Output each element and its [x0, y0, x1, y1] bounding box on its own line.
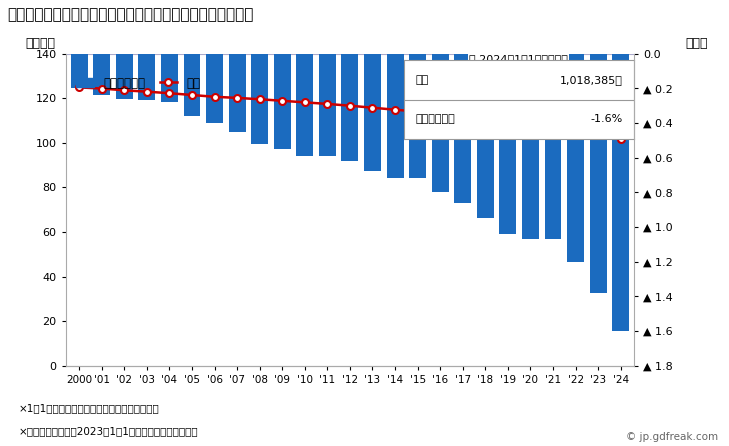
Bar	[252, 54, 268, 144]
Bar	[432, 54, 448, 192]
Bar	[364, 54, 381, 171]
Text: 【 2024年1月1日時点　】: 【 2024年1月1日時点 】	[469, 54, 568, 65]
Bar	[139, 54, 155, 100]
Text: 山形県の人口の推移　（住民基本台帳ベース、日本人住民）: 山形県の人口の推移 （住民基本台帳ベース、日本人住民）	[7, 7, 254, 22]
Bar	[71, 54, 87, 88]
Bar	[206, 54, 223, 123]
Bar	[274, 54, 291, 149]
Bar	[499, 54, 516, 234]
Bar	[545, 54, 561, 239]
Bar	[116, 54, 133, 99]
Bar	[341, 54, 359, 161]
Bar	[93, 54, 110, 95]
Bar	[522, 54, 539, 239]
Text: © jp.gdfreak.com: © jp.gdfreak.com	[626, 432, 718, 442]
Bar	[184, 54, 200, 116]
Text: （万人）: （万人）	[26, 37, 56, 50]
Legend: 対前年増加率, 人口: 対前年増加率, 人口	[71, 72, 206, 95]
Bar	[229, 54, 246, 132]
Bar	[567, 54, 584, 262]
Bar	[454, 54, 471, 202]
Bar	[612, 54, 629, 331]
Text: （％）: （％）	[686, 37, 708, 50]
Bar	[319, 54, 336, 156]
Bar	[409, 54, 426, 178]
Bar	[296, 54, 313, 156]
Text: ×市区町村の場合は2023年1月1日時点の市区町村境界。: ×市区町村の場合は2023年1月1日時点の市区町村境界。	[18, 426, 198, 436]
Bar	[161, 54, 178, 102]
Text: ×1月1日時点の外国人を除く日本人住民人口。: ×1月1日時点の外国人を除く日本人住民人口。	[18, 404, 159, 413]
Bar	[477, 54, 494, 218]
Bar	[590, 54, 607, 293]
Bar	[386, 54, 404, 178]
